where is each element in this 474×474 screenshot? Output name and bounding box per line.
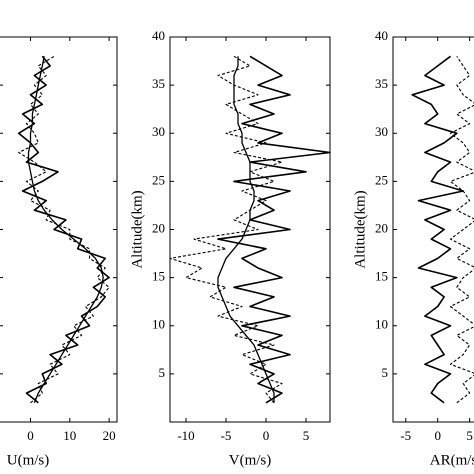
profile-line	[217, 56, 275, 403]
x-tick-label: 0	[263, 428, 270, 443]
panel: -5 0 5 5 10 15 20 25 30 35 40 AR(m/s) Altitude(km)	[352, 28, 474, 468]
x-axis-label: AR(m/s)	[430, 452, 474, 468]
x-tick-label: -5	[400, 428, 411, 443]
x-tick-label: 0	[434, 428, 441, 443]
y-tick-label: 40	[152, 28, 165, 43]
panel: 01020510152025303540U(m/s)	[0, 36, 118, 468]
y-tick-label: 25	[375, 172, 388, 187]
plot-frame	[392, 36, 474, 423]
x-tick-label: 5	[466, 428, 473, 443]
y-tick-label: 5	[382, 365, 389, 380]
profile-line	[17, 55, 110, 404]
profile-line	[27, 56, 104, 404]
y-tick-label: 35	[375, 76, 388, 91]
x-tick-label: 5	[303, 428, 310, 443]
x-axis-label: U(m/s)	[7, 452, 50, 468]
profile-line	[449, 55, 474, 404]
y-tick-label: 35	[152, 76, 165, 91]
x-tick-label: -10	[177, 428, 194, 443]
y-tick-label: 15	[375, 269, 388, 284]
profile-line	[217, 55, 331, 404]
y-tick-label: 15	[152, 269, 165, 284]
y-tick-label: 30	[152, 124, 165, 139]
profile-line	[18, 55, 110, 404]
y-tick-label: 30	[375, 124, 388, 139]
y-tick-label: 20	[152, 220, 165, 235]
y-axis-label: Altitude(km)	[129, 190, 145, 268]
x-axis-label: V(m/s)	[229, 452, 272, 468]
y-tick-label: 10	[375, 317, 388, 332]
y-tick-label: 25	[152, 172, 165, 187]
y-tick-label: 10	[152, 317, 165, 332]
profile-line	[411, 55, 465, 404]
x-tick-label: 20	[103, 428, 116, 443]
x-tick-label: 0	[27, 428, 34, 443]
plot-frame	[0, 36, 118, 423]
y-axis-label: Altitude(km)	[352, 190, 368, 268]
profile-line	[169, 55, 283, 404]
y-tick-label: 40	[375, 28, 388, 43]
x-tick-label: 10	[63, 428, 76, 443]
y-tick-label: 20	[375, 220, 388, 235]
x-tick-label: -5	[221, 428, 232, 443]
panel: -10 -5 0 5 5 10 15 20 25 30 35 40 V(m/s) Altitude(km)	[129, 28, 331, 468]
y-tick-label: 5	[159, 365, 166, 380]
